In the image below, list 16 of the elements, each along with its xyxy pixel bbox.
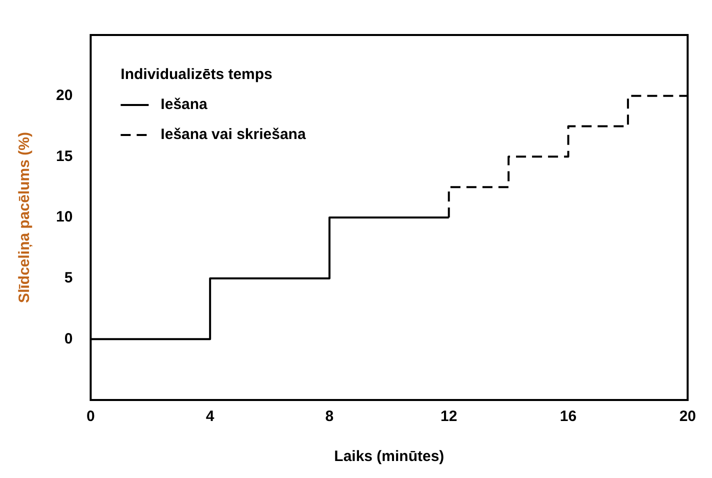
y-axis-title: Slīdceliņa pacēlums (%): [16, 132, 34, 303]
x-axis-title: Laiks (minūtes): [334, 448, 444, 466]
x-tick-label: 16: [560, 408, 577, 426]
x-tick-label: 20: [679, 408, 696, 426]
y-tick-label: 20: [56, 86, 73, 104]
y-tick-label: 0: [64, 330, 73, 348]
y-tick-label: 15: [56, 148, 73, 165]
y-tick-label: 10: [56, 208, 73, 226]
x-tick-label: 0: [86, 408, 95, 426]
legend-title: Individualizēts temps: [120, 66, 272, 84]
legend-label: Iešana vai skriešana: [160, 126, 306, 144]
x-tick-label: 4: [206, 408, 215, 426]
x-tick-label: 8: [325, 408, 334, 426]
x-tick-label: 12: [440, 408, 458, 426]
y-tick-label: 5: [64, 269, 73, 286]
legend-label: Iešana: [160, 96, 208, 114]
